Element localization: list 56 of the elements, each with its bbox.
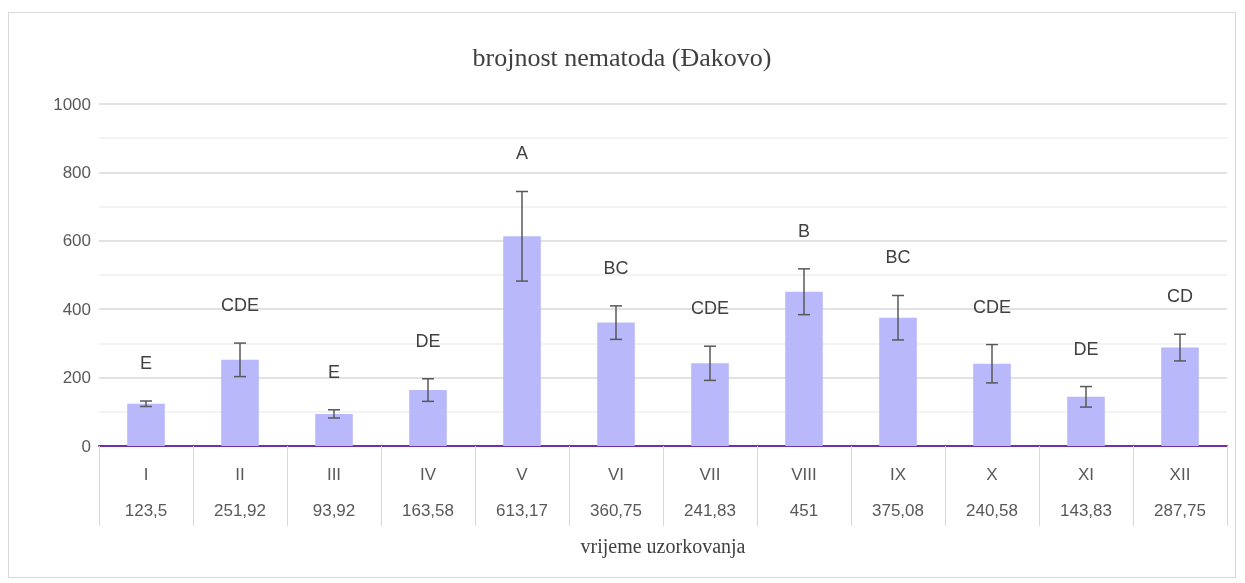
bar [503,236,541,446]
x-tick-label: VII [699,464,721,484]
annotation: A [515,143,529,164]
annotation: CDE [690,298,730,319]
annotation: BC [603,257,629,278]
bar [1161,347,1199,446]
bar [221,359,259,446]
x-tick-label: III [326,464,342,484]
annotation: CD [1167,286,1193,307]
x-tick-label: IV [419,464,437,484]
data-label: 613,17 [496,500,548,520]
data-label: 143,83 [1060,500,1112,520]
bar [973,363,1011,446]
bar [691,363,729,446]
data-label: 240,58 [966,500,1018,520]
x-tick-label: X [986,464,998,484]
bar [127,403,165,446]
data-label: 241,83 [684,500,736,520]
data-label: 93,92 [312,500,356,520]
data-label: 123,5 [124,500,168,520]
annotation: E [139,353,153,374]
annotation: E [327,361,341,382]
chart-title: brojnost nematoda (Đakovo) [472,42,772,72]
y-tick-label: 1000 [53,94,91,114]
y-tick-label: 0 [81,436,91,456]
data-label: 163,58 [402,500,454,520]
y-tick-label: 800 [62,162,91,182]
y-tick-label: 200 [62,368,91,388]
x-tick-label: VIII [791,464,817,484]
data-label: 360,75 [590,500,642,520]
annotation: B [797,220,811,241]
bar [597,322,635,446]
x-tick-label: I [143,464,149,484]
x-axis-title: vrijeme uzorkovanja [580,535,746,558]
data-label: 287,75 [1154,500,1206,520]
y-tick-label: 600 [62,231,91,251]
data-label: 451 [789,500,819,520]
annotation: DE [1073,338,1099,359]
annotation: BC [885,247,911,268]
x-tick-label: IX [889,464,907,484]
x-tick-label: II [235,464,245,484]
data-label: 375,08 [872,500,924,520]
bar [315,413,353,446]
annotation: CDE [220,295,260,316]
annotation: DE [415,330,441,351]
bar [1067,396,1105,446]
x-tick-label: VI [607,464,625,484]
x-tick-label: XII [1169,464,1191,484]
x-tick-label: V [516,464,529,484]
data-label: 251,92 [214,500,266,520]
bar [785,291,823,446]
annotation: CDE [972,296,1012,317]
y-tick-label: 400 [62,299,91,319]
x-tick-label: XI [1077,464,1095,484]
bar [409,390,447,446]
bar [879,317,917,446]
